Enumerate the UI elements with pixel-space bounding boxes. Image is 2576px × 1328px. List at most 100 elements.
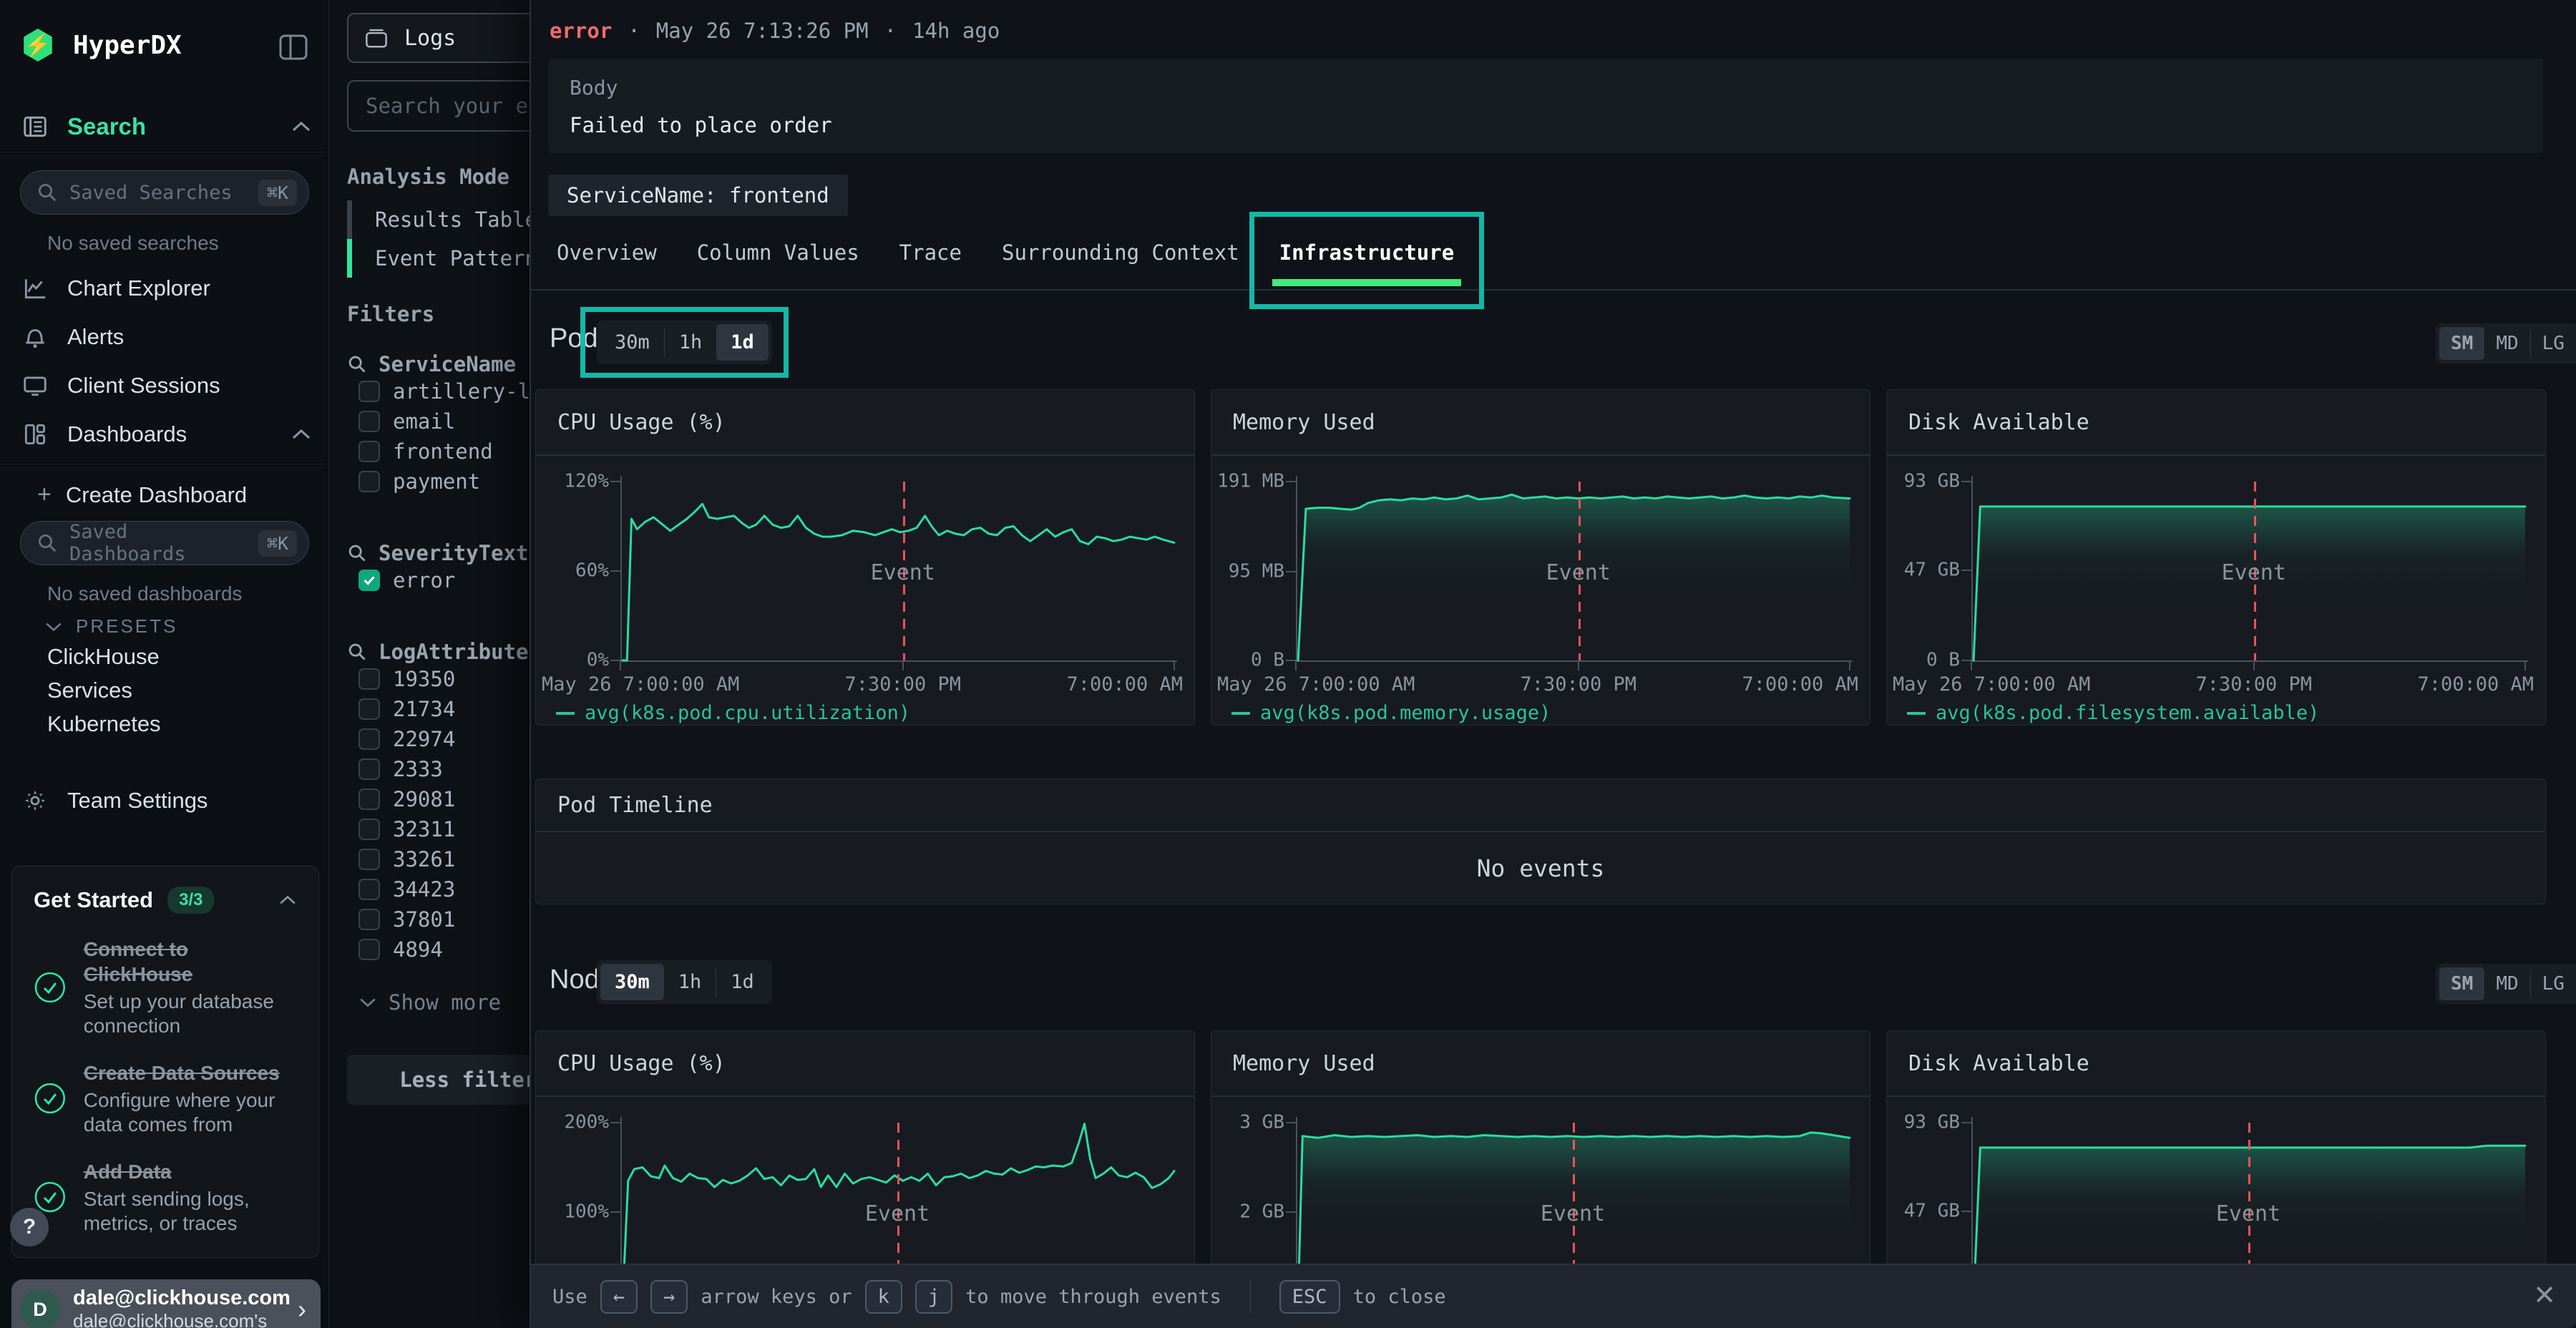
- sidebar-collapse-icon[interactable]: [279, 34, 308, 60]
- y-tick-mark: [610, 1122, 620, 1123]
- search-icon: [36, 182, 58, 203]
- node-range-1h[interactable]: 1h: [664, 964, 716, 1000]
- node-size-md[interactable]: MD: [2484, 967, 2529, 1000]
- node-size-lg[interactable]: LG: [2531, 967, 2576, 1000]
- checkbox[interactable]: [358, 411, 380, 432]
- no-saved-dashboards-text: No saved dashboards: [47, 582, 242, 605]
- get-started-step-desc: Set up your database connection: [84, 990, 297, 1038]
- sidebar-item-clickhouse[interactable]: ClickHouse: [47, 644, 160, 670]
- get-started-step-desc: Start sending logs, metrics, or traces: [84, 1187, 297, 1235]
- checkbox[interactable]: [358, 819, 380, 840]
- saved-dashboards-input[interactable]: Saved Dashboards ⌘K: [20, 521, 309, 565]
- tab-trace[interactable]: Trace: [899, 230, 962, 289]
- get-started-step[interactable]: Create Data SourcesConfigure where your …: [34, 1060, 297, 1136]
- sidebar-item-chart-explorer[interactable]: Chart Explorer: [21, 275, 311, 302]
- get-started-title: Get Started: [34, 887, 153, 913]
- sidebar-item-dashboards[interactable]: Dashboards: [21, 421, 311, 448]
- saved-searches-placeholder: Saved Searches: [69, 182, 247, 204]
- y-tick-label: 0 B: [1891, 650, 1960, 671]
- checkbox[interactable]: [358, 441, 380, 462]
- search-icon[interactable]: [347, 354, 367, 374]
- filter-option-label: frontend: [393, 439, 493, 464]
- y-tick-label: 3 GB: [1216, 1113, 1284, 1133]
- search-icon[interactable]: [347, 543, 367, 563]
- search-icon: [36, 532, 58, 554]
- checkbox[interactable]: [358, 471, 380, 492]
- pod-size-lg[interactable]: LG: [2531, 327, 2576, 360]
- checkbox[interactable]: [358, 758, 380, 780]
- filter-option-label: 33261: [393, 847, 455, 872]
- close-icon[interactable]: ✕: [2533, 1282, 2556, 1309]
- chart-plot: 93 GB47 GB0 B EventMay 26 7:00:00 AM7:30…: [1887, 456, 2545, 725]
- filter-option-label: 34423: [393, 877, 455, 902]
- sidebar-item-client-sessions[interactable]: Client Sessions: [21, 372, 311, 399]
- sidebar-item-label: Chart Explorer: [67, 275, 210, 301]
- tab-label: Infrastructure: [1279, 240, 1454, 265]
- tab-infrastructure[interactable]: Infrastructure: [1279, 230, 1454, 289]
- checkbox[interactable]: [358, 909, 380, 930]
- pod-size-sm[interactable]: SM: [2439, 327, 2484, 360]
- checkbox[interactable]: [358, 788, 380, 810]
- node-size-sm[interactable]: SM: [2439, 967, 2484, 1000]
- get-started-step-title: Create Data Sources: [84, 1060, 297, 1085]
- search-icon[interactable]: [347, 642, 367, 662]
- sidebar-item-team-settings[interactable]: Team Settings: [21, 787, 311, 814]
- j-key[interactable]: j: [915, 1280, 952, 1314]
- sidebar-item-kubernetes[interactable]: Kubernetes: [47, 711, 161, 737]
- checkbox[interactable]: [358, 879, 380, 900]
- pod-section-title: Pod: [550, 323, 598, 354]
- y-tick-mark: [1961, 570, 1971, 571]
- analysis-mode-option-label: Event Patterns: [375, 246, 550, 270]
- checkbox[interactable]: [358, 849, 380, 870]
- checkbox-checked[interactable]: [358, 570, 380, 591]
- tab-label: Surrounding Context: [1002, 240, 1239, 265]
- service-name-chip[interactable]: ServiceName: frontend: [548, 175, 848, 216]
- tab-column-values[interactable]: Column Values: [697, 230, 859, 289]
- filter-group-name: ServiceName: [379, 352, 516, 376]
- user-menu[interactable]: D dale@clickhouse.com dale@clickhouse.co…: [11, 1279, 321, 1328]
- sidebar-item-search[interactable]: Search: [21, 113, 311, 140]
- node-range-30m[interactable]: 30m: [600, 964, 664, 1000]
- show-more-label: Show more: [389, 990, 501, 1015]
- filter-group-name: LogAttributes: [379, 640, 541, 664]
- arrow-left-key[interactable]: ←: [600, 1280, 638, 1314]
- arrow-right-key[interactable]: →: [650, 1280, 688, 1314]
- hint-text: arrow keys or: [701, 1286, 852, 1308]
- get-started-step[interactable]: Connect to ClickHouseSet up your databas…: [34, 937, 297, 1038]
- get-started-step[interactable]: Add DataStart sending logs, metrics, or …: [34, 1159, 297, 1235]
- y-tick-label: 2 GB: [1216, 1202, 1284, 1223]
- pod-range-1h[interactable]: 1h: [665, 324, 717, 361]
- node-range-1d[interactable]: 1d: [716, 964, 769, 1000]
- event-header: error · May 26 7:13:26 PM · 14h ago: [550, 19, 1000, 43]
- help-button[interactable]: ?: [10, 1208, 49, 1246]
- k-key[interactable]: k: [865, 1280, 902, 1314]
- create-dashboard-button[interactable]: + Create Dashboard: [37, 481, 309, 509]
- presets-toggle[interactable]: PRESETS: [44, 615, 177, 638]
- pod-range-1d[interactable]: 1d: [716, 324, 769, 361]
- pod-size-md[interactable]: MD: [2484, 327, 2529, 360]
- search-section-icon: [21, 113, 49, 140]
- tab-overview[interactable]: Overview: [557, 230, 657, 289]
- pod-range-30m[interactable]: 30m: [600, 324, 664, 361]
- no-saved-searches-text: No saved searches: [47, 232, 219, 255]
- filter-option-label: 22974: [393, 727, 455, 751]
- tab-surrounding-context[interactable]: Surrounding Context: [1002, 230, 1239, 289]
- chevron-down-icon: [44, 621, 63, 633]
- sidebar-item-services[interactable]: Services: [47, 678, 132, 703]
- legend-swatch: [1907, 712, 1926, 715]
- body-field-value: Failed to place order: [570, 113, 832, 137]
- y-tick-mark: [610, 1211, 620, 1213]
- checkbox[interactable]: [358, 668, 380, 690]
- chevron-up-icon[interactable]: [278, 894, 297, 906]
- saved-searches-input[interactable]: Saved Searches ⌘K: [20, 170, 309, 215]
- y-tick-label: 120%: [540, 472, 609, 492]
- x-tick-mark: [2253, 660, 2255, 670]
- checkbox[interactable]: [358, 728, 380, 750]
- body-field-label: Body: [570, 76, 618, 99]
- checkbox[interactable]: [358, 939, 380, 960]
- esc-key[interactable]: ESC: [1279, 1280, 1340, 1314]
- sidebar-item-alerts[interactable]: Alerts: [21, 323, 311, 351]
- checkbox[interactable]: [358, 698, 380, 720]
- checkbox[interactable]: [358, 381, 380, 402]
- logs-source-icon: [364, 27, 389, 49]
